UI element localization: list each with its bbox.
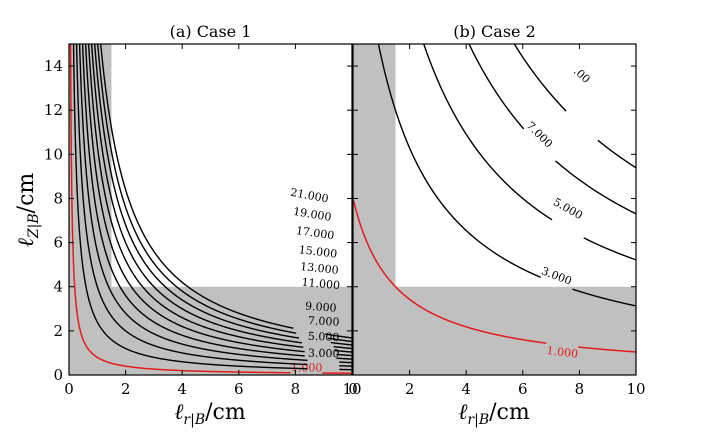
contour-line-11-case-1 bbox=[84, 44, 305, 353]
contour-label-1-case-2: 1.000 bbox=[546, 344, 579, 361]
y-tick-label-2: 2 bbox=[53, 322, 63, 340]
contour-line-11-case-1-b bbox=[336, 353, 352, 357]
x-tick-label-4-case-2: 4 bbox=[461, 380, 471, 398]
x-tick-label-6-case-1: 6 bbox=[234, 380, 244, 398]
contour-line-7-case-1 bbox=[78, 44, 308, 362]
y-tick-label-14: 14 bbox=[44, 57, 63, 75]
contour-label-15-case-1: 15.000 bbox=[298, 243, 338, 261]
contour-label-13-case-1: 13.000 bbox=[300, 260, 340, 277]
x-axis-label-sub-case-1: r|B bbox=[183, 412, 205, 428]
y-tick-label-8: 8 bbox=[53, 189, 63, 207]
contour-line-7-case-2 bbox=[468, 44, 525, 130]
contour-line-7-case-1-b bbox=[339, 361, 352, 364]
x-tick-label-8-case-2: 8 bbox=[575, 380, 585, 398]
shaded-strip-horizontal-case-2 bbox=[353, 286, 636, 375]
contour-line-13-case-1 bbox=[87, 44, 304, 348]
y-axis-label-unit: /cm bbox=[14, 173, 39, 214]
panel-title-case-1: (a) Case 1 bbox=[170, 22, 252, 41]
contours-case-1: 1.0003.0005.0007.0009.00011.00013.00015.… bbox=[69, 44, 352, 374]
axes-frame-case-2 bbox=[352, 43, 637, 376]
contour-line-17-case-1-b bbox=[330, 341, 352, 346]
x-axis-label-symbol-case-2: ℓ bbox=[458, 400, 468, 425]
x-axis-label-unit-case-1: /cm bbox=[205, 400, 246, 425]
axes-frame-case-1 bbox=[68, 43, 353, 376]
contour-label-7-case-2: 7.000 bbox=[524, 119, 555, 150]
contour-line-5-case-2 bbox=[423, 44, 553, 221]
x-tick-label-0-case-2: 0 bbox=[348, 380, 358, 398]
contour-line-9-case-2 bbox=[513, 44, 567, 112]
y-tick-label-12: 12 bbox=[44, 101, 63, 119]
contour-line-1-case-2 bbox=[353, 200, 547, 344]
contour-line-3-case-2-b bbox=[572, 288, 636, 307]
panel-case-1: 1.0003.0005.0007.0009.00011.00013.00015.… bbox=[44, 22, 362, 398]
x-tick-label-2-case-1: 2 bbox=[121, 380, 131, 398]
contour-line-5-case-1 bbox=[75, 44, 308, 366]
contour-line-3-case-2 bbox=[377, 44, 541, 278]
contour-label-3-case-2: 3.000 bbox=[540, 265, 574, 288]
x-tick-label-4-case-1: 4 bbox=[177, 380, 187, 398]
contour-label-3-case-1: 3.000 bbox=[308, 347, 340, 361]
x-axis-label-case-2: ℓr|B/cm bbox=[458, 400, 530, 428]
contour-line-3-case-1 bbox=[72, 44, 308, 370]
contour-line-1-case-2-b bbox=[578, 346, 636, 353]
y-axis-label: ℓZ|B/cm bbox=[14, 173, 42, 248]
y-tick-label-4: 4 bbox=[53, 278, 63, 296]
contour-label-11-case-1: 11.000 bbox=[301, 276, 340, 292]
y-axis-label-symbol: ℓ bbox=[14, 237, 39, 247]
contour-line-19-case-1 bbox=[96, 44, 297, 334]
contour-line-17-case-1 bbox=[93, 44, 300, 339]
contour-label-9-case-1: 9.000 bbox=[305, 299, 337, 314]
contour-line-7-case-2-b bbox=[555, 160, 636, 215]
contour-label-9-case-2: .00 bbox=[571, 65, 593, 86]
contour-label-17-case-1: 17.000 bbox=[295, 224, 335, 242]
contour-line-1-case-1 bbox=[69, 44, 291, 374]
contour-label-5-case-1: 5.000 bbox=[308, 330, 340, 344]
x-tick-label-6-case-2: 6 bbox=[518, 380, 528, 398]
ticks-case-2: 0 2 4 6 8 10 bbox=[348, 44, 646, 398]
contour-label-5-case-2: 5.000 bbox=[551, 195, 585, 222]
contour-line-21-case-1-b bbox=[325, 333, 352, 339]
contour-line-9-case-2-b bbox=[597, 139, 636, 169]
x-axis-label-sub-case-2: r|B bbox=[467, 412, 489, 428]
contour-label-19-case-1: 19.000 bbox=[292, 205, 332, 224]
x-tick-label-2-case-2: 2 bbox=[405, 380, 415, 398]
panel-title-case-2: (b) Case 2 bbox=[453, 22, 536, 41]
contour-line-5-case-2-b bbox=[583, 237, 636, 261]
shaded-region-case-2 bbox=[353, 44, 636, 375]
y-tick-label-0: 0 bbox=[53, 366, 63, 384]
contour-line-13-case-1-b bbox=[334, 349, 352, 353]
contour-line-9-case-1 bbox=[81, 44, 305, 357]
contour-line-15-case-1-b bbox=[333, 345, 352, 350]
x-tick-label-8-case-1: 8 bbox=[291, 380, 301, 398]
x-tick-label-0-case-1: 0 bbox=[64, 380, 74, 398]
contour-label-7-case-1: 7.000 bbox=[308, 314, 340, 329]
contour-label-21-case-1: 21.000 bbox=[289, 186, 329, 206]
contour-line-19-case-1-b bbox=[327, 337, 352, 343]
x-axis-label-case-1: ℓr|B/cm bbox=[174, 400, 246, 428]
y-tick-label-6: 6 bbox=[53, 234, 63, 252]
panel-case-2: 1.000 3.000 5.000 7.000 .00 0 2 4 6 8 10 (b) Case… bbox=[348, 22, 646, 398]
contour-line-9-case-1-b bbox=[336, 357, 352, 360]
x-axis-label-symbol-case-1: ℓ bbox=[174, 400, 184, 425]
x-tick-label-10-case-1: 10 bbox=[342, 380, 361, 398]
contour-line-15-case-1 bbox=[90, 44, 302, 344]
x-axis-label-unit-case-2: /cm bbox=[489, 400, 530, 425]
x-tick-label-10-case-2: 10 bbox=[626, 380, 645, 398]
y-tick-label-10: 10 bbox=[44, 145, 63, 163]
contour-line-21-case-1 bbox=[99, 44, 294, 329]
y-axis-label-sub: Z|B bbox=[26, 213, 42, 239]
